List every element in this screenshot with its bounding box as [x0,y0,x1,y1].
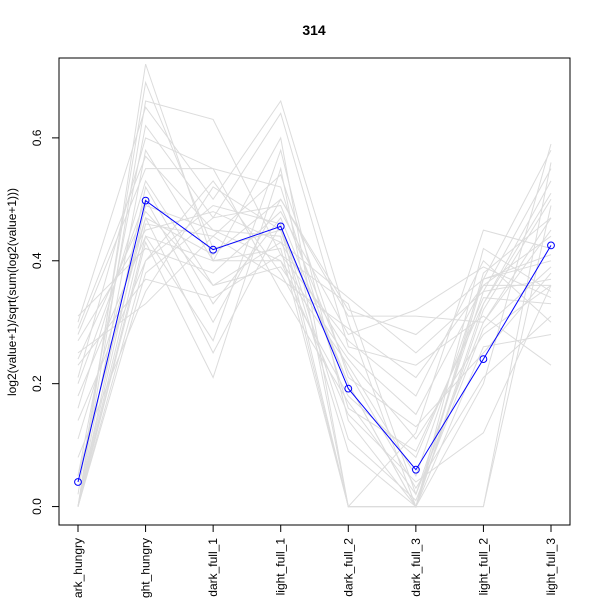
highlight-series-point [209,245,218,254]
background-series-group [77,63,552,509]
background-series-line [77,99,552,509]
x-tick-label: dark_full_3 [409,538,423,597]
background-series-line [77,235,552,379]
highlight-series-group [74,196,555,486]
highlight-series-point [344,384,353,393]
background-series-line [77,63,552,508]
background-series-line [77,210,552,477]
y-tick-label: 0.0 [30,498,44,515]
background-series-line [77,211,552,354]
highlight-series-line [77,199,552,483]
background-series-line [77,179,551,416]
highlight-series-point [412,465,420,474]
y-tick-label: 0.4 [30,252,44,269]
highlight-series-point [141,196,150,205]
x-tick-label: dark_full_2 [341,538,355,597]
background-series-line [77,210,552,336]
x-tick-label: light_full_1 [274,538,288,596]
x-axis: ark_hungry ght_hungry dark_full_1 light_ful… [71,525,558,598]
background-series-line [77,192,552,508]
x-tick-label: light_full_3 [544,538,558,596]
background-series-line [77,186,552,508]
plot-frame [58,57,571,526]
y-tick-label: 0.2 [30,375,44,392]
y-axis: 0.0 0.2 0.4 0.6 [30,129,59,515]
y-tick-label: 0.6 [30,129,44,146]
highlight-series-point [479,355,488,364]
chart-area [74,63,555,509]
highlight-series-point [74,478,82,486]
background-series-line [77,173,552,507]
background-series-line [77,180,552,459]
x-tick-label: dark_full_1 [206,538,220,597]
x-tick-label: ark_hungry [71,538,85,598]
background-series-line [77,137,552,496]
chart-title: 314 [302,22,326,38]
background-series-line [77,148,552,508]
x-tick-label: light_full_2 [476,538,490,596]
highlight-series-point [276,222,285,231]
y-axis-label: log2(value+1)/sqrt(sum(log2(value+1))) [5,188,19,396]
background-series-line [77,198,552,384]
background-series-line [77,166,552,508]
background-series-line [77,198,552,476]
background-series-line [77,204,552,508]
highlight-series-point [547,241,555,250]
x-tick-label: ght_hungry [139,538,153,598]
background-series-line [77,204,552,507]
